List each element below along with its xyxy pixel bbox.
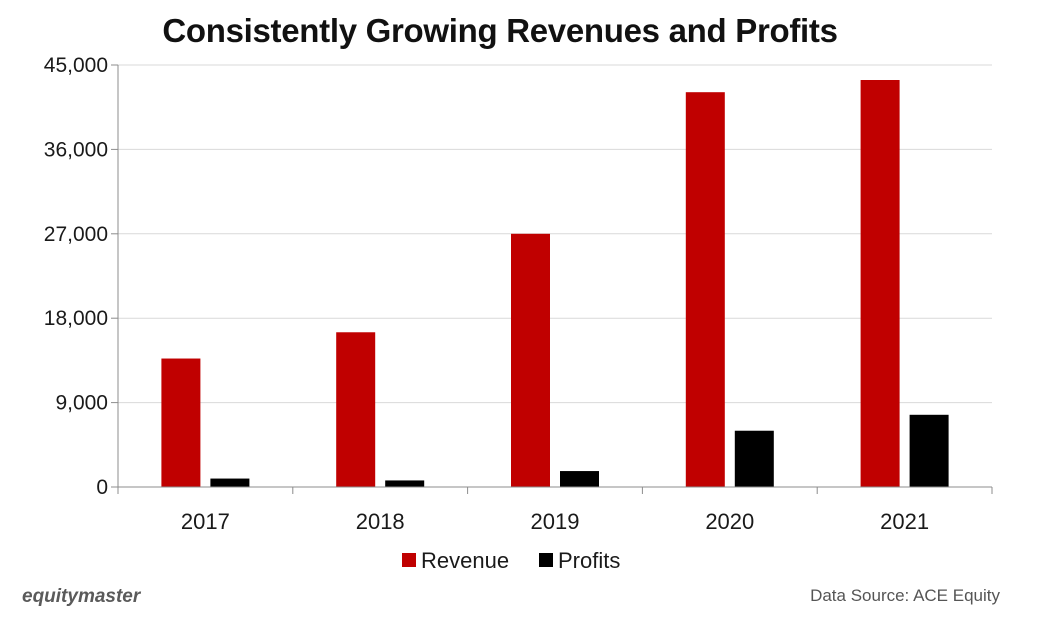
bar-profits-2017 bbox=[210, 478, 250, 487]
legend: Revenue Profits bbox=[402, 548, 620, 573]
y-tick-label: 0 bbox=[96, 476, 108, 499]
bar-revenue-2017 bbox=[161, 358, 201, 487]
legend-swatch-profits bbox=[539, 553, 553, 567]
bar-profits-2018 bbox=[385, 480, 425, 487]
bar-revenue-2019 bbox=[511, 233, 550, 487]
x-tick-label: 2018 bbox=[356, 509, 405, 534]
bar-profits-2019 bbox=[560, 471, 599, 487]
x-tick-label: 2020 bbox=[705, 509, 754, 534]
gridlines bbox=[118, 64, 992, 404]
brand-logo-text: equitymaster bbox=[22, 586, 141, 607]
chart-title: Consistently Growing Revenues and Profit… bbox=[162, 12, 838, 49]
legend-label-profits: Profits bbox=[558, 548, 620, 573]
x-tick-label: 2019 bbox=[531, 509, 580, 534]
bars bbox=[161, 80, 949, 487]
y-tick-label: 27,000 bbox=[44, 223, 108, 246]
x-tick-label: 2021 bbox=[880, 509, 929, 534]
legend-label-revenue: Revenue bbox=[421, 548, 509, 573]
y-tick-label: 36,000 bbox=[44, 138, 108, 161]
axes: 0 9,000 18,000 27,000 36,000 45,000 2017 2018 20… bbox=[44, 54, 993, 534]
y-tick-label: 45,000 bbox=[44, 54, 108, 77]
bar-revenue-2021 bbox=[860, 80, 900, 487]
bar-revenue-2018 bbox=[336, 332, 376, 487]
bar-revenue-2020 bbox=[685, 92, 725, 487]
legend-swatch-revenue bbox=[402, 553, 416, 567]
bar-profits-2020 bbox=[734, 430, 774, 487]
y-tick-label: 18,000 bbox=[44, 307, 108, 330]
x-tick-label: 2017 bbox=[181, 509, 230, 534]
y-tick-label: 9,000 bbox=[55, 392, 108, 415]
bar-profits-2021 bbox=[909, 414, 949, 487]
data-source-note: Data Source: ACE Equity bbox=[810, 586, 1000, 605]
